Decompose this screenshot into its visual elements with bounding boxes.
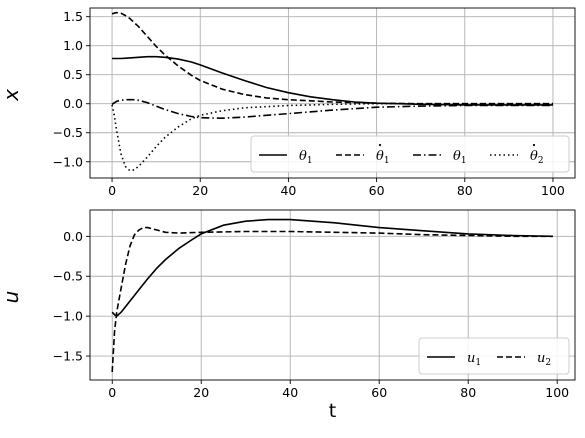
y-tick-label: 1.0 xyxy=(63,38,83,53)
legend-label-1: θ1 xyxy=(299,149,313,166)
series-line-1 xyxy=(111,218,553,318)
y-tick-label: 0.5 xyxy=(63,67,83,82)
series-line-3 xyxy=(111,98,553,120)
x-tick-label: 100 xyxy=(541,183,565,198)
x-tick-label: 40 xyxy=(282,385,298,400)
x-tick-label: 20 xyxy=(192,183,208,198)
x-tick-label: 40 xyxy=(280,183,296,198)
series-line-1 xyxy=(112,55,553,106)
y-tick-label: 1.5 xyxy=(63,9,83,24)
x-axis-label: t xyxy=(329,400,336,422)
legend-box xyxy=(250,135,570,173)
x-tick-label: 80 xyxy=(457,183,473,198)
legend-dot-4 xyxy=(532,143,536,147)
x-tick-label: 20 xyxy=(193,385,209,400)
legend-box xyxy=(418,337,570,375)
series-line-2 xyxy=(111,226,553,373)
y-tick-label: 0.0 xyxy=(63,96,83,111)
chart-panel-1: 0 20 40 60 80 100 −1.5 −1.0 −0.5 0.0 u t u1 u2 xyxy=(0,209,576,422)
legend: u1 u2 xyxy=(418,337,570,375)
legend-dot-2 xyxy=(378,143,382,147)
x-tick-label: 80 xyxy=(460,385,476,400)
y-axis-label: u xyxy=(0,291,23,304)
x-tick-label: 100 xyxy=(545,385,569,400)
legend-label-2: θ1 xyxy=(376,149,390,166)
y-tick-label: −1.0 xyxy=(53,309,83,324)
y-tick-label: −1.0 xyxy=(53,154,83,169)
plot-frame xyxy=(89,7,576,179)
x-tick-label: 60 xyxy=(369,183,385,198)
x-tick-label: 0 xyxy=(108,183,116,198)
legend: θ1 θ1 θ1 θ2 xyxy=(250,135,570,173)
x-tick-label: 0 xyxy=(108,385,116,400)
legend-label-2: u2 xyxy=(537,351,551,368)
legend-label-4: θ2 xyxy=(530,149,544,166)
plot-frame xyxy=(89,209,576,381)
legend-label-3: θ1 xyxy=(453,149,467,166)
y-tick-label: −0.5 xyxy=(53,269,83,284)
y-tick-label: −1.5 xyxy=(53,349,83,364)
x-tick-label: 60 xyxy=(371,385,387,400)
legend-label-1: u1 xyxy=(467,351,481,368)
series-line-4 xyxy=(111,102,553,172)
y-tick-label: 0.0 xyxy=(63,229,83,244)
y-axis-label: x xyxy=(0,89,23,102)
y-tick-label: −0.5 xyxy=(53,125,83,140)
series-line-2 xyxy=(111,11,553,105)
